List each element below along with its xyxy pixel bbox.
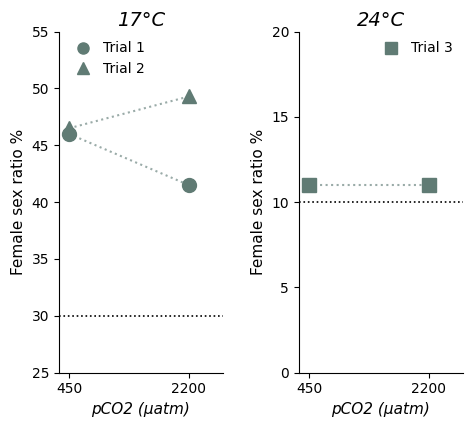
Y-axis label: Female sex ratio %: Female sex ratio % [251,129,266,275]
Legend: Trial 3: Trial 3 [374,39,456,58]
Title: 17°C: 17°C [117,11,165,30]
Title: 24°C: 24°C [357,11,405,30]
X-axis label: pCO2 (μatm): pCO2 (μatm) [91,402,191,417]
X-axis label: pCO2 (μatm): pCO2 (μatm) [331,402,430,417]
Y-axis label: Female sex ratio %: Female sex ratio % [11,129,26,275]
Legend: Trial 1, Trial 2: Trial 1, Trial 2 [66,39,148,79]
